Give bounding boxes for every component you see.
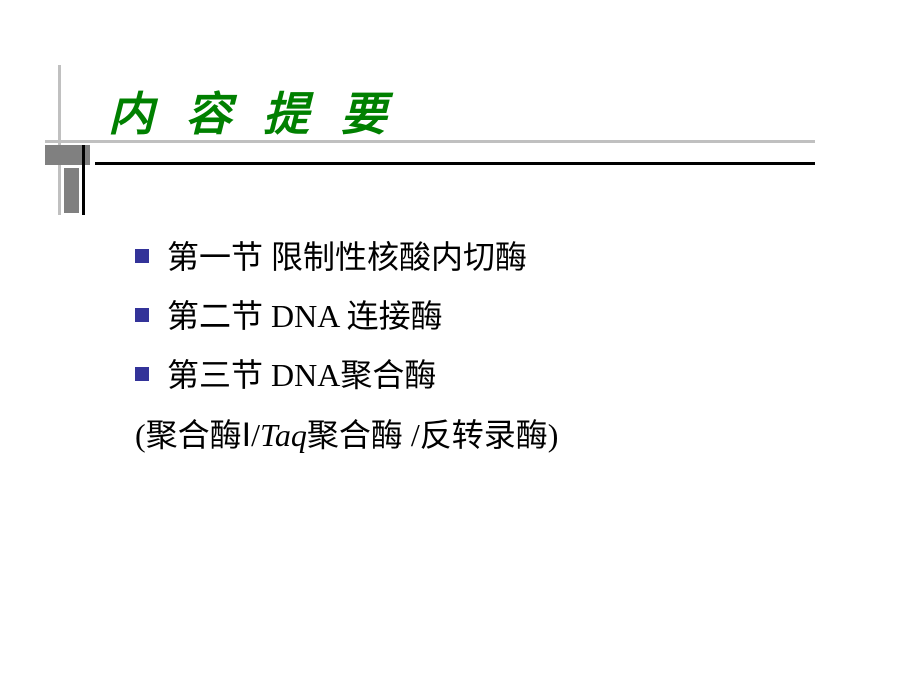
list-item: 第二节 DNA 连接酶 — [135, 294, 835, 339]
content-area: 第一节 限制性核酸内切酶 第二节 DNA 连接酶 第三节 DNA聚合酶 (聚合酶… — [135, 235, 835, 459]
decor-line-vertical-2 — [82, 145, 85, 215]
sub-part-3: 聚合酶 /反转录酶) — [307, 417, 559, 453]
sub-text: (聚合酶Ⅰ/Taq聚合酶 /反转录酶) — [135, 411, 835, 459]
decor-line-horizontal-1 — [45, 140, 815, 143]
item-text-1: 第一节 限制性核酸内切酶 — [167, 235, 527, 280]
sub-part-1: (聚合酶Ⅰ/ — [135, 417, 260, 453]
square-bullet-icon — [135, 308, 149, 322]
item-text-2: 第二节 DNA 连接酶 — [167, 294, 443, 339]
slide-title: 内 容 提 要 — [108, 78, 397, 144]
square-bullet-icon — [135, 249, 149, 263]
list-item: 第三节 DNA聚合酶 — [135, 353, 835, 398]
item-text-3: 第三节 DNA聚合酶 — [167, 353, 436, 398]
decor-gray-box-v — [64, 168, 79, 213]
sub-part-italic: Taq — [260, 417, 307, 453]
square-bullet-icon — [135, 367, 149, 381]
list-item: 第一节 限制性核酸内切酶 — [135, 235, 835, 280]
decor-line-horizontal-2 — [95, 162, 815, 165]
